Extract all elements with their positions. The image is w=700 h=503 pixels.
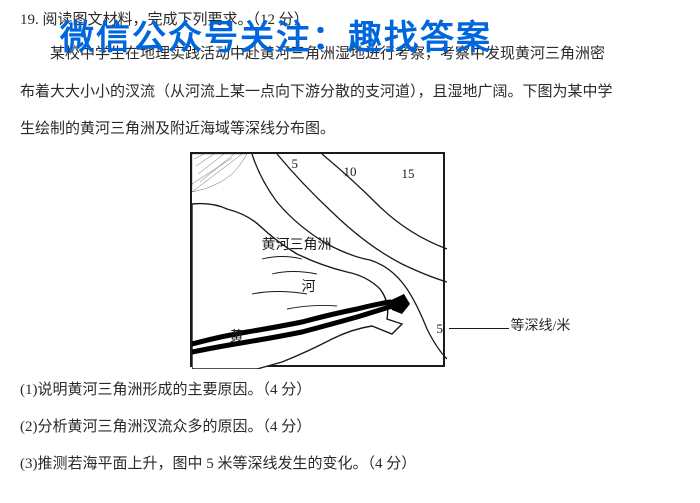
watermark-text: 微信公众号关注：趣找答案 — [60, 10, 492, 59]
legend-line: 5 — [449, 328, 509, 329]
sub-question-1: (1)说明黄河三角洲形成的主要原因。（4 分） — [20, 377, 680, 404]
figure-container: 5 10 15 黄河三角洲 河 黄 5 等深线/米 — [20, 152, 680, 367]
map-box: 5 10 15 黄河三角洲 河 黄 — [190, 152, 445, 367]
sub-question-2: (2)分析黄河三角洲汊流众多的原因。（4 分） — [20, 414, 680, 441]
sub-question-3: (3)推测若海平面上升，图中 5 米等深线发生的变化。（4 分） — [20, 451, 680, 478]
contour-label-15: 15 — [402, 166, 415, 182]
legend-num: 5 — [437, 321, 444, 337]
map-label-delta: 黄河三角洲 — [262, 234, 332, 254]
contour-label-5: 5 — [292, 156, 299, 172]
contour-label-10: 10 — [344, 164, 357, 180]
question-number: 19. — [20, 12, 39, 28]
map-label-river1: 河 — [302, 276, 316, 296]
paragraph-3: 生绘制的黄河三角洲及附近海域等深线分布图。 — [20, 114, 680, 146]
map-label-river2: 黄 — [230, 326, 244, 346]
legend-text: 等深线/米 — [511, 315, 571, 335]
paragraph-2: 布着大大小小的汊流（从河流上某一点向下游分散的支河道），且湿地广阔。下图为某中学 — [20, 77, 680, 109]
